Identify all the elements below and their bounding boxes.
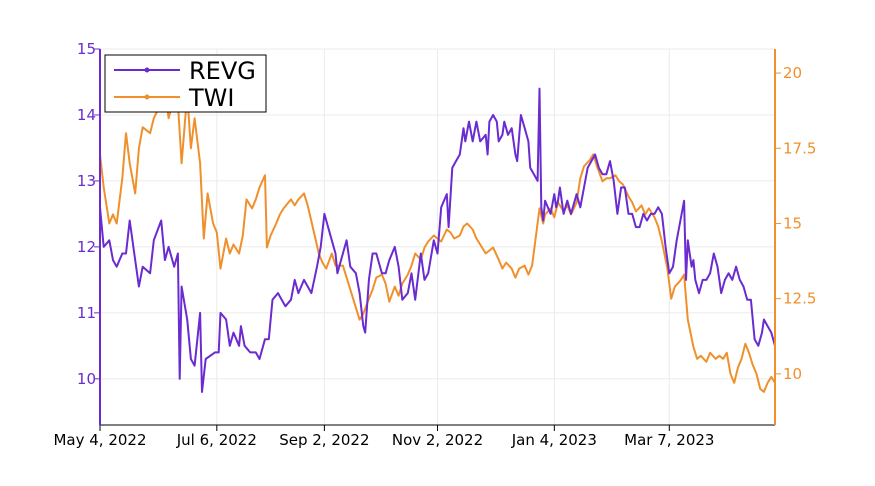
y-left-tick-label-1: 11 [77,304,96,322]
legend-marker-twi [144,94,150,100]
y-right-tick-label-3: 17.5 [783,139,816,157]
x-tick-label-5: Mar 7, 2023 [624,431,714,449]
y-left-tick-label-0: 10 [77,370,96,388]
x-axis-ticks: May 4, 2022 Jul 6, 2022 Sep 2, 2022 Nov 2, … [53,425,714,449]
y-right-tick-label-0: 10 [783,365,802,383]
y-left-tick-label-2: 12 [77,238,96,256]
y-left-tick-label-5: 15 [77,40,96,58]
legend: REVG TWI [104,54,267,113]
plot-area [99,87,776,393]
y-left-tick-label-4: 14 [77,106,96,124]
legend-label-revg: REVG [189,57,256,85]
legend-item-twi: TWI [114,84,234,112]
legend-box [104,54,267,113]
legend-marker-revg [144,67,150,73]
x-tick-label-1: Jul 6, 2022 [176,431,257,449]
y-right-tick-label-4: 20 [783,64,802,82]
legend-item-revg: REVG [114,57,256,85]
x-tick-label-0: May 4, 2022 [53,431,146,449]
y-right-axis-ticks: 10 12.5 15 17.5 20 [775,64,816,383]
x-tick-label-4: Jan 4, 2023 [511,431,597,449]
x-tick-label-3: Nov 2, 2022 [392,431,483,449]
y-right-tick-label-2: 15 [783,214,802,232]
y-left-tick-label-3: 13 [77,172,96,190]
y-left-axis-ticks: 10 11 12 13 14 15 [77,40,100,388]
y-right-tick-label-1: 12.5 [783,290,816,308]
series-line-revg [99,87,776,393]
legend-label-twi: TWI [188,84,234,112]
x-tick-label-2: Sep 2, 2022 [279,431,369,449]
series-line-twi [99,87,776,393]
